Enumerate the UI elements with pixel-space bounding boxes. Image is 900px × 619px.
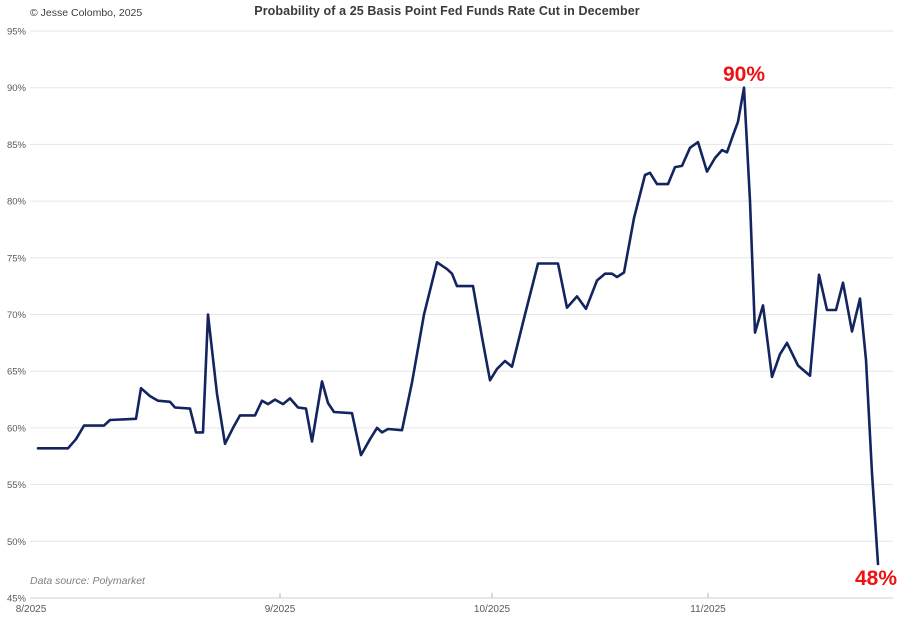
- y-axis-label: 50%: [7, 537, 27, 548]
- data-source-label: Data source: Polymarket: [30, 575, 145, 587]
- latest-value-annotation: 48%: [854, 567, 897, 590]
- y-axis-label: 65%: [7, 367, 27, 378]
- y-axis-label: 60%: [7, 423, 27, 434]
- y-axis-label: 90%: [7, 83, 27, 94]
- y-axis-label: 70%: [7, 310, 27, 321]
- y-axis-label: 80%: [7, 197, 27, 208]
- probability-series-line: [36, 86, 880, 566]
- y-axis-label: 95%: [7, 27, 27, 38]
- x-axis-label: 11/2025: [690, 604, 726, 615]
- y-axis-label: 55%: [7, 480, 27, 491]
- x-axis-label: 9/2025: [265, 604, 296, 615]
- copyright-label: © Jesse Colombo, 2025: [30, 7, 143, 19]
- peak-value-annotation: 90%: [722, 63, 766, 86]
- y-axis-label: 75%: [7, 253, 27, 264]
- x-axis-label: 8/2025: [16, 604, 47, 615]
- y-axis-label: 85%: [7, 140, 27, 151]
- chart-title: Probability of a 25 Basis Point Fed Fund…: [254, 4, 640, 18]
- x-axis-label: 10/2025: [474, 604, 511, 615]
- y-axis-label: 45%: [7, 594, 27, 605]
